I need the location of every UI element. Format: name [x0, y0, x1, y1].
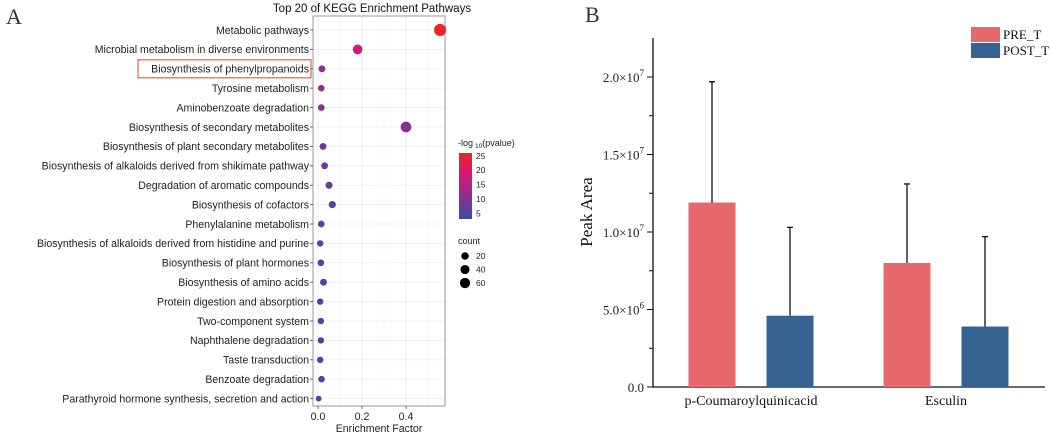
pathway-label: Biosynthesis of phenylpropanoids [151, 64, 309, 76]
y-tick-exponent: 7 [640, 68, 645, 78]
bar-post-t [766, 315, 814, 387]
data-point [317, 104, 325, 111]
plot-a: Metabolic pathways Microbial metabolism i… [37, 15, 447, 435]
pathway-label: Biosynthesis of plant secondary metaboli… [103, 141, 309, 153]
data-point [317, 220, 325, 228]
bar-post-t [961, 326, 1009, 387]
x-tick-label: 0.4 [399, 411, 414, 423]
pathway-label: Biosynthesis of secondary metabolites [129, 122, 309, 134]
pathway-label: Microbial metabolism in diverse environm… [95, 44, 309, 56]
pathway-label: Biosynthesis of amino acids [178, 277, 309, 289]
legend-label: POST_T [1003, 43, 1049, 58]
legend-title-sub: 10 [475, 143, 483, 150]
y-tick-label: 5.0×106 [603, 301, 645, 318]
y-tick-mantissa: 1.5×10 [603, 148, 640, 163]
category-label: Esculin [925, 394, 967, 409]
colorbar-tick-label: 25 [476, 151, 486, 161]
data-point [317, 337, 325, 344]
pathway-label: Degradation of aromatic compounds [138, 180, 309, 192]
pathway-label: Metabolic pathways [216, 25, 309, 37]
data-point [317, 356, 324, 363]
y-tick-exponent: 7 [640, 223, 645, 233]
size-legend-label: 40 [476, 265, 486, 275]
y-tick-label: 1.0×107 [603, 223, 645, 240]
legend-label: PRE_T [1003, 27, 1041, 42]
x-tick-label: 0.2 [355, 411, 370, 423]
data-point [317, 317, 325, 325]
data-point [434, 23, 447, 37]
colorbar-tick-label: 15 [476, 180, 486, 190]
x-axis-title: Enrichment Factor [336, 423, 423, 435]
size-legend-title: count [458, 236, 481, 246]
data-point [319, 142, 327, 150]
data-point [318, 375, 325, 383]
size-legend-label: 20 [476, 251, 486, 261]
y-tick-exponent: 7 [640, 146, 645, 156]
plot-background [313, 16, 445, 406]
pathway-label: Aminobenzoate degradation [176, 102, 309, 114]
pathway-label: Biosynthesis of cofactors [192, 199, 309, 211]
highlight-box [137, 59, 312, 79]
x-tick-label: 0.0 [311, 411, 326, 423]
pathway-label: Biosynthesis of alkaloids derived from s… [42, 161, 310, 173]
y-tick-label: 2.0×107 [603, 68, 645, 85]
data-point [352, 44, 363, 55]
colorbar [459, 153, 472, 219]
size-legend-dot [460, 264, 470, 275]
data-point [317, 259, 325, 267]
pathway-label: Benzoate degradation [205, 374, 309, 386]
y-tick-mantissa: 0.0 [628, 380, 644, 395]
data-point [328, 200, 336, 209]
size-legend-dot [461, 252, 469, 260]
legend-title-prefix: -log [458, 138, 473, 148]
y-tick-mantissa: 1.0×10 [603, 225, 640, 240]
pathway-label: Phenylalanine metabolism [185, 219, 309, 231]
pathway-label: Biosynthesis of plant hormones [162, 258, 309, 270]
data-point [317, 84, 325, 92]
y-tick-mantissa: 5.0×10 [603, 303, 640, 318]
panel-label-a: A [6, 4, 22, 29]
y-tick-exponent: 6 [640, 301, 645, 311]
y-tick-mantissa: 2.0×10 [603, 70, 640, 85]
colorbar-tick-label: 20 [476, 165, 486, 175]
data-point [321, 162, 329, 170]
bar-pre-t [688, 202, 736, 387]
pathway-label: Protein digestion and absorption [157, 296, 309, 308]
pathway-label: Taste transduction [223, 355, 309, 367]
pathway-label: Two-component system [197, 316, 309, 328]
pathway-label: Tyrosine metabolism [212, 83, 309, 95]
legend-swatch [971, 43, 1000, 58]
data-point [317, 240, 324, 247]
y-tick-label: 0.0 [628, 380, 644, 395]
colorbar-tick-label: 5 [476, 208, 481, 218]
bar-pre-t [883, 263, 931, 387]
data-point [317, 298, 324, 305]
legend-title-suffix: (pvalue) [482, 138, 515, 148]
data-point [315, 395, 322, 402]
chart-title: Top 20 of KEGG Enrichment Pathways [273, 3, 471, 15]
data-point [400, 121, 412, 133]
pathway-label: Parathyroid hormone synthesis, secretion… [62, 393, 309, 405]
y-tick-label: 1.5×107 [603, 146, 645, 163]
colorbar-tick-label: 10 [476, 194, 486, 204]
y-axis-title: Peak Area [577, 177, 596, 247]
data-point [318, 65, 326, 73]
color-legend-title: -log 10(pvalue) [458, 138, 515, 150]
legend-swatch [971, 27, 1000, 42]
pathway-label: Biosynthesis of alkaloids derived from h… [37, 238, 309, 250]
data-point [320, 278, 327, 286]
size-legend-dot [459, 277, 471, 289]
pathway-label: Naphthalene degradation [190, 335, 309, 347]
panel-label-b: B [585, 2, 600, 27]
data-point [325, 181, 333, 189]
size-legend-label: 60 [476, 278, 486, 288]
category-label: p-Coumaroylquinicacid [685, 394, 818, 409]
plot-border [312, 15, 446, 407]
